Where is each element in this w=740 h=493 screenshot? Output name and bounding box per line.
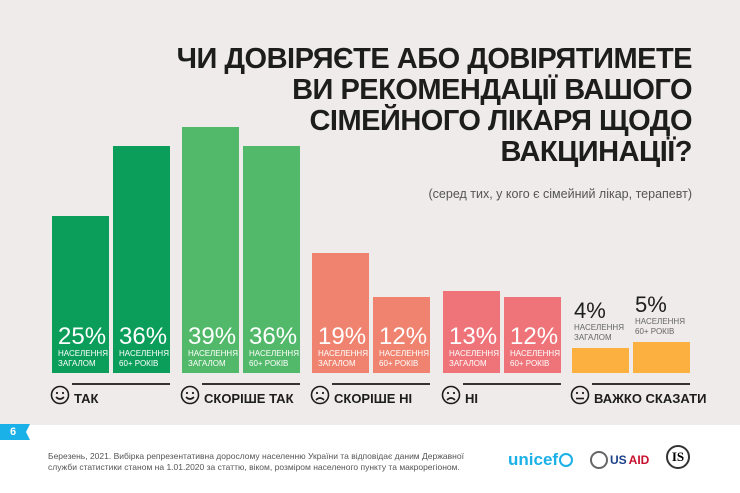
category-name: ТАК [74,391,99,406]
data-label: 13% [449,322,498,350]
divider [332,383,430,385]
page-number: 6 [9,426,17,438]
smile-face-icon [50,385,70,410]
chart-area: ЧИ ДОВІРЯЄТЕ АБО ДОВІРЯТИМЕТЕ ВИ РЕКОМЕН… [0,0,740,425]
series-label: НАСЕЛЕННЯ ЗАГАЛОМ [318,348,368,368]
category-label: ТАК [50,381,170,411]
bar [633,341,690,373]
bar: 39% НАСЕЛЕННЯ ЗАГАЛОМ [182,127,239,373]
series-label: НАСЕЛЕННЯ ЗАГАЛОМ [188,348,238,368]
bar: 36% НАСЕЛЕННЯ 60+ РОКІВ [243,146,300,373]
bar: 13% НАСЕЛЕННЯ ЗАГАЛОМ [443,291,500,373]
frown-face-icon [310,385,330,410]
category-label: ВАЖКО СКАЗАТИ [570,381,706,411]
data-label: 12% [379,322,428,350]
divider [592,383,690,385]
data-label: 5% [635,291,667,317]
divider [72,383,170,385]
frown-face-icon [441,385,461,410]
series-label: НАСЕЛЕННЯ 60+ РОКІВ [249,348,299,368]
series-label: НАСЕЛЕННЯ 60+ РОКІВ [635,316,685,336]
series-label: НАСЕЛЕННЯ ЗАГАЛОМ [58,349,108,368]
category-label: НІ [441,381,561,411]
is-logo: IS [666,445,690,469]
footer-note: Березень, 2021. Вибірка репрезентативна … [48,451,464,472]
category-name: НІ [465,391,478,406]
data-label: 36% [249,322,298,350]
data-label: 12% [510,322,559,350]
bar: 36% НАСЕЛЕННЯ 60+ РОКІВ [113,146,170,373]
series-label: НАСЕЛЕННЯ 60+ РОКІВ [119,348,169,368]
series-label: НАСЕЛЕННЯ ЗАГАЛОМ [574,322,624,342]
bar: 12% НАСЕЛЕННЯ 60+ РОКІВ [373,297,430,373]
smile-face-icon [180,385,200,410]
bar: 25% НАСЕЛЕННЯ ЗАГАЛОМ [52,215,109,373]
bar: 19% НАСЕЛЕННЯ ЗАГАЛОМ [312,253,369,373]
series-label: НАСЕЛЕННЯ ЗАГАЛОМ [449,348,499,368]
chart-subtitle: (серед тих, у кого є сімейний лікар, тер… [428,187,692,201]
data-label: 19% [318,322,367,350]
series-label: НАСЕЛЕННЯ 60+ РОКІВ [510,348,560,368]
bar: 12% НАСЕЛЕННЯ 60+ РОКІВ [504,297,561,373]
divider [463,383,561,385]
category-name: ВАЖКО СКАЗАТИ [594,391,707,406]
series-label: НАСЕЛЕННЯ 60+ РОКІВ [379,348,429,368]
chart-title: ЧИ ДОВІРЯЄТЕ АБО ДОВІРЯТИМЕТЕ ВИ РЕКОМЕН… [176,43,693,168]
data-label: 4% [574,297,606,323]
category-label: СКОРІШЕ ТАК [180,381,300,411]
unicef-logo: unicef [508,450,574,470]
category-name: СКОРІШЕ ТАК [204,391,294,406]
category-name: СКОРІШЕ НІ [334,391,413,406]
page-number-badge [0,424,30,440]
usaid-logo: US AID [590,450,649,470]
divider [202,383,300,385]
data-label: 39% [188,322,237,350]
category-label: СКОРІШЕ НІ [310,381,430,411]
neutral-face-icon [570,385,590,410]
data-label: 25% [58,323,107,350]
bar [572,347,629,373]
data-label: 36% [119,322,168,350]
